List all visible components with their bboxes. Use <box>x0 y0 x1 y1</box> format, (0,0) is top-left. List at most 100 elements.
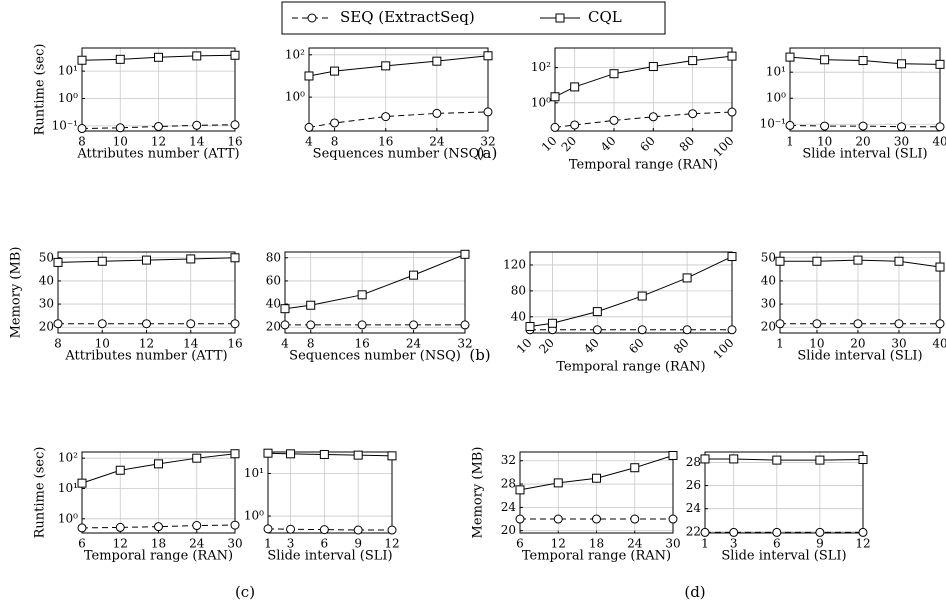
x-tick-label: 14 <box>189 135 205 149</box>
panel-label: (d) <box>684 583 705 601</box>
marker <box>306 320 316 330</box>
x-tick-label: 20 <box>559 134 580 155</box>
y-tick-label: 20 <box>39 320 54 334</box>
x-tick-label: 20 <box>855 135 870 149</box>
y-axis-label: Runtime (sec) <box>33 44 48 136</box>
x-tick-label: 14 <box>183 337 199 351</box>
x-axis-label: Slide interval (SLI) <box>797 349 922 364</box>
marker <box>515 514 525 524</box>
marker <box>186 254 196 264</box>
marker <box>525 322 535 332</box>
marker <box>304 122 314 132</box>
marker <box>409 270 419 280</box>
x-tick-label: 4 <box>305 135 313 149</box>
marker <box>192 51 202 61</box>
y-tick-label: 22 <box>686 524 701 538</box>
panel-label: (a) <box>477 144 498 162</box>
marker <box>432 108 442 118</box>
marker <box>815 455 825 465</box>
marker <box>483 107 493 117</box>
marker <box>230 319 240 329</box>
marker <box>286 524 296 534</box>
marker <box>682 325 692 335</box>
marker <box>53 257 63 267</box>
x-tick-label: 8 <box>78 135 86 149</box>
chart: 4 8 16 24 32 20 40 60 80 Sequences number (NSQ) <box>266 249 473 364</box>
y-tick-label: 32 <box>501 453 516 467</box>
marker <box>115 54 125 64</box>
marker <box>515 485 525 495</box>
x-tick-label: 24 <box>189 537 205 551</box>
marker <box>154 459 163 469</box>
marker <box>263 524 273 534</box>
marker <box>304 71 314 81</box>
chart: 6 12 18 24 30 20 24 28 32 Temporal range (RAN) Mem… <box>471 447 681 564</box>
chart: 1 3 6 9 12 10⁰ 10¹ Slide interval (SLI) <box>244 448 400 564</box>
y-tick-label: 50 <box>761 250 776 264</box>
legend-label: CQL <box>588 8 622 26</box>
x-tick-label: 80 <box>677 134 698 155</box>
x-axis-label: Slide interval (SLI) <box>721 549 846 564</box>
y-tick-label: 10¹ <box>58 481 78 495</box>
marker <box>682 273 692 283</box>
y-tick-label: 20 <box>761 320 776 334</box>
marker <box>894 319 904 329</box>
x-tick-label: 1 <box>264 537 272 551</box>
marker <box>609 69 619 79</box>
marker <box>609 115 619 125</box>
marker <box>330 118 340 128</box>
series-line <box>705 458 864 461</box>
y-tick-label: 40 <box>761 273 776 287</box>
x-tick-label: 16 <box>355 337 370 351</box>
plot-frame <box>81 451 236 534</box>
panel-label: (c) <box>235 583 255 601</box>
marker <box>785 52 795 62</box>
legend-label: SEQ (ExtractSeq) <box>340 8 475 26</box>
marker <box>142 319 151 329</box>
marker <box>381 61 391 71</box>
marker <box>230 253 240 263</box>
marker <box>668 450 678 460</box>
plot-frame <box>308 47 489 132</box>
x-tick-label: 18 <box>151 537 166 551</box>
marker <box>286 449 296 459</box>
x-tick-label: 60 <box>637 134 658 155</box>
y-tick-label: 10¹ <box>58 64 78 78</box>
marker <box>357 290 367 300</box>
plot-frame <box>81 47 236 132</box>
x-tick-label: 40 <box>581 336 602 357</box>
y-tick-label: 10⁰ <box>531 95 551 109</box>
marker <box>97 319 107 329</box>
series-line <box>554 111 733 128</box>
marker <box>648 112 658 122</box>
marker <box>553 478 563 488</box>
marker <box>483 51 493 61</box>
x-tick-label: 12 <box>855 537 870 551</box>
legend: SEQ (ExtractSeq) CQL <box>292 8 622 26</box>
marker <box>97 256 107 266</box>
marker <box>154 522 163 532</box>
marker <box>550 122 560 132</box>
x-tick-label: 12 <box>139 337 154 351</box>
x-tick-label: 80 <box>671 336 692 357</box>
marker <box>853 255 863 265</box>
marker <box>319 525 329 535</box>
marker <box>637 325 647 335</box>
x-tick-label: 1 <box>701 537 709 551</box>
marker <box>330 66 340 76</box>
x-tick-label: 18 <box>589 537 604 551</box>
marker <box>387 451 397 461</box>
y-tick-label: 28 <box>501 477 516 491</box>
x-tick-label: 12 <box>551 537 566 551</box>
marker <box>460 249 470 259</box>
x-tick-label: 10 <box>95 337 110 351</box>
x-tick-label: 100 <box>710 134 736 160</box>
x-tick-label: 6 <box>321 537 329 551</box>
x-axis-label: Slide interval (SLI) <box>802 147 927 162</box>
marker <box>894 256 904 266</box>
x-tick-label: 16 <box>378 135 393 149</box>
x-tick-label: 60 <box>626 336 647 357</box>
x-axis-label: Attributes number (ATT) <box>64 349 227 364</box>
marker <box>668 514 678 524</box>
